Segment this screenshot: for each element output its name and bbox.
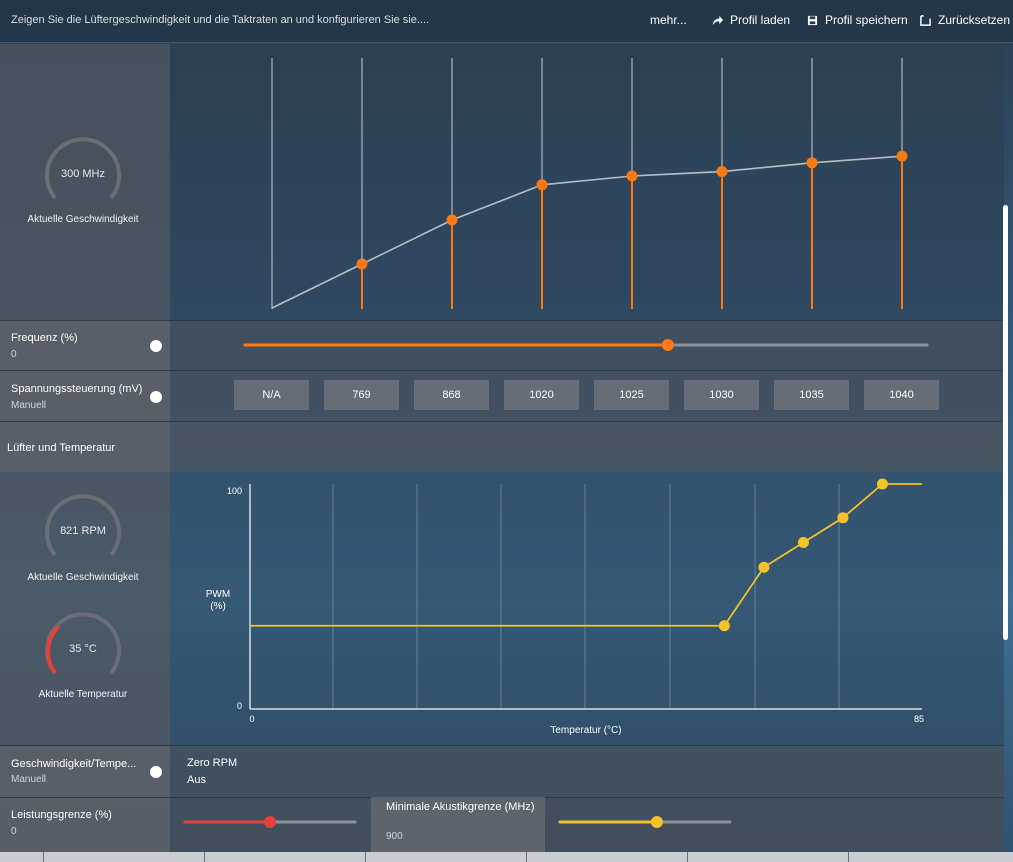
fan-chart-xtick-right: 85: [914, 714, 924, 724]
fan-control-row: Geschwindigkeit/Tempe... Manuell Zero RP…: [0, 745, 1004, 797]
clock-curve-line: [271, 155, 903, 309]
frequency-slider-thumb[interactable]: [661, 339, 674, 351]
temperature-label: Aktuelle Temperatur: [38, 689, 128, 700]
fan-chart-xtick-left: 0: [249, 714, 254, 724]
fan-section-header-right: [170, 422, 1004, 472]
fan-chart-area: [170, 472, 1004, 745]
fan-curve-point[interactable]: [718, 620, 730, 632]
voltage-state-box[interactable]: 1035: [774, 380, 849, 410]
fan-curve-line: [250, 483, 922, 627]
clock-speed-gauge: [45, 137, 121, 200]
fan-curve-point[interactable]: [797, 537, 809, 548]
frequency-slider[interactable]: [240, 335, 935, 355]
reset-label: Zurücksetzen: [938, 13, 1011, 27]
min-acoustic-slider[interactable]: [555, 812, 735, 832]
power-limit-label: Leistungsgrenze (%): [11, 809, 112, 821]
voltage-state-box[interactable]: 1030: [684, 380, 759, 410]
power-limit-value: 0: [11, 826, 17, 837]
clock-state-handle[interactable]: [356, 258, 368, 270]
page-description: Zeigen Sie die Lüftergeschwindigkeit und…: [11, 14, 430, 26]
frequency-value: 0: [11, 349, 17, 360]
fan-control-toggle[interactable]: [150, 766, 162, 778]
voltage-toggle[interactable]: [150, 391, 162, 403]
fan-curve-chart[interactable]: PWM (%) 100 0 0 85 Temperatur (°C): [170, 472, 1004, 745]
clock-state-handle[interactable]: [536, 179, 548, 191]
power-limit-row: Leistungsgrenze (%) 0: [0, 797, 1004, 852]
clock-chart-area: [170, 44, 1004, 320]
voltage-state-box[interactable]: 1020: [504, 380, 579, 410]
save-profile-label: Profil speichern: [825, 13, 908, 27]
power-limit-row-control-cell: [170, 798, 1004, 852]
min-acoustic-panel: Minimale Akustikgrenze (MHz) 900: [371, 797, 545, 852]
fan-chart-ylabel-unit: (%): [210, 601, 226, 612]
fan-chart-ytick-top: 100: [227, 486, 242, 496]
fan-control-row-label-cell: [0, 746, 170, 797]
power-limit-slider[interactable]: [180, 812, 360, 832]
voltage-label: Spannungssteuerung (mV): [11, 383, 143, 395]
zero-rpm-label: Zero RPM: [187, 757, 238, 769]
fan-gauge-track: [45, 494, 121, 557]
fan-speed-value: 821 RPM: [60, 525, 106, 537]
voltage-state-box[interactable]: 1025: [594, 380, 669, 410]
zero-rpm-value[interactable]: Aus: [187, 774, 206, 786]
more-link[interactable]: mehr...: [650, 13, 687, 27]
fan-chart-ytick-bottom: 0: [237, 701, 242, 711]
power-limit-row-label-cell: [0, 798, 170, 852]
vertical-scrollbar[interactable]: [1003, 205, 1008, 640]
voltage-state-box[interactable]: N/A: [234, 380, 309, 410]
fan-curve-point[interactable]: [837, 512, 849, 524]
temperature-value: 35 °C: [69, 643, 97, 655]
voltage-state-box[interactable]: 868: [414, 380, 489, 410]
fan-control-row-control-cell: [170, 746, 1004, 797]
min-acoustic-label: Minimale Akustikgrenze (MHz): [386, 801, 535, 813]
clock-state-handle[interactable]: [896, 150, 908, 162]
clock-state-handle[interactable]: [626, 170, 638, 182]
voltage-mode: Manuell: [11, 400, 47, 411]
fan-speed-label: Aktuelle Geschwindigkeit: [27, 572, 139, 583]
load-profile-button[interactable]: Profil laden: [712, 13, 790, 27]
reset-button[interactable]: Zurücksetzen: [920, 13, 1010, 27]
clock-speed-label: Aktuelle Geschwindigkeit: [27, 214, 139, 225]
frequency-label: Frequenz (%): [11, 332, 78, 344]
more-link-label: mehr...: [650, 13, 687, 27]
temperature-gauge-fill: [46, 624, 61, 675]
frequency-toggle[interactable]: [150, 340, 162, 352]
voltage-state-box[interactable]: 1040: [864, 380, 939, 410]
power-slider-thumb[interactable]: [264, 816, 276, 828]
fan-curve-point[interactable]: [876, 478, 888, 490]
fan-chart-ylabel: PWM: [206, 589, 230, 600]
min-acoustic-value: 900: [386, 831, 403, 842]
clock-gauge-track: [45, 137, 121, 200]
fan-section-header-left: [0, 422, 170, 472]
reset-icon: [920, 14, 931, 26]
voltage-row: Spannungssteuerung (mV) Manuell N/A 769 …: [0, 370, 1004, 421]
temperature-gauge: [45, 612, 121, 675]
frequency-row-label-cell: [0, 321, 170, 370]
voltage-row-label-cell: [0, 371, 170, 421]
load-profile-label: Profil laden: [730, 13, 791, 27]
acoustic-slider-thumb[interactable]: [650, 816, 663, 828]
save-profile-button[interactable]: Profil speichern: [807, 13, 908, 27]
fan-section-header: Lüfter und Temperatur: [0, 421, 1004, 472]
clock-state-chart[interactable]: [170, 44, 1004, 320]
fan-control-mode: Manuell: [11, 774, 47, 785]
fan-control-label: Geschwindigkeit/Tempe...: [11, 758, 137, 770]
share-arrow-icon: [712, 15, 723, 25]
clock-state-handle[interactable]: [806, 157, 818, 169]
clock-speed-value: 300 MHz: [60, 168, 106, 180]
fan-section-title: Lüfter und Temperatur: [7, 442, 116, 454]
fan-curve-point[interactable]: [758, 561, 770, 573]
clock-state-handle[interactable]: [446, 214, 458, 226]
taskbar-strip: [0, 852, 1013, 862]
top-bar: Zeigen Sie die Lüftergeschwindigkeit und…: [0, 0, 1013, 43]
save-icon: [807, 15, 818, 25]
clock-state-handle[interactable]: [716, 166, 728, 178]
voltage-state-box[interactable]: 769: [324, 380, 399, 410]
fan-chart-xlabel: Temperatur (°C): [550, 725, 621, 736]
fan-speed-gauge: [45, 494, 121, 557]
